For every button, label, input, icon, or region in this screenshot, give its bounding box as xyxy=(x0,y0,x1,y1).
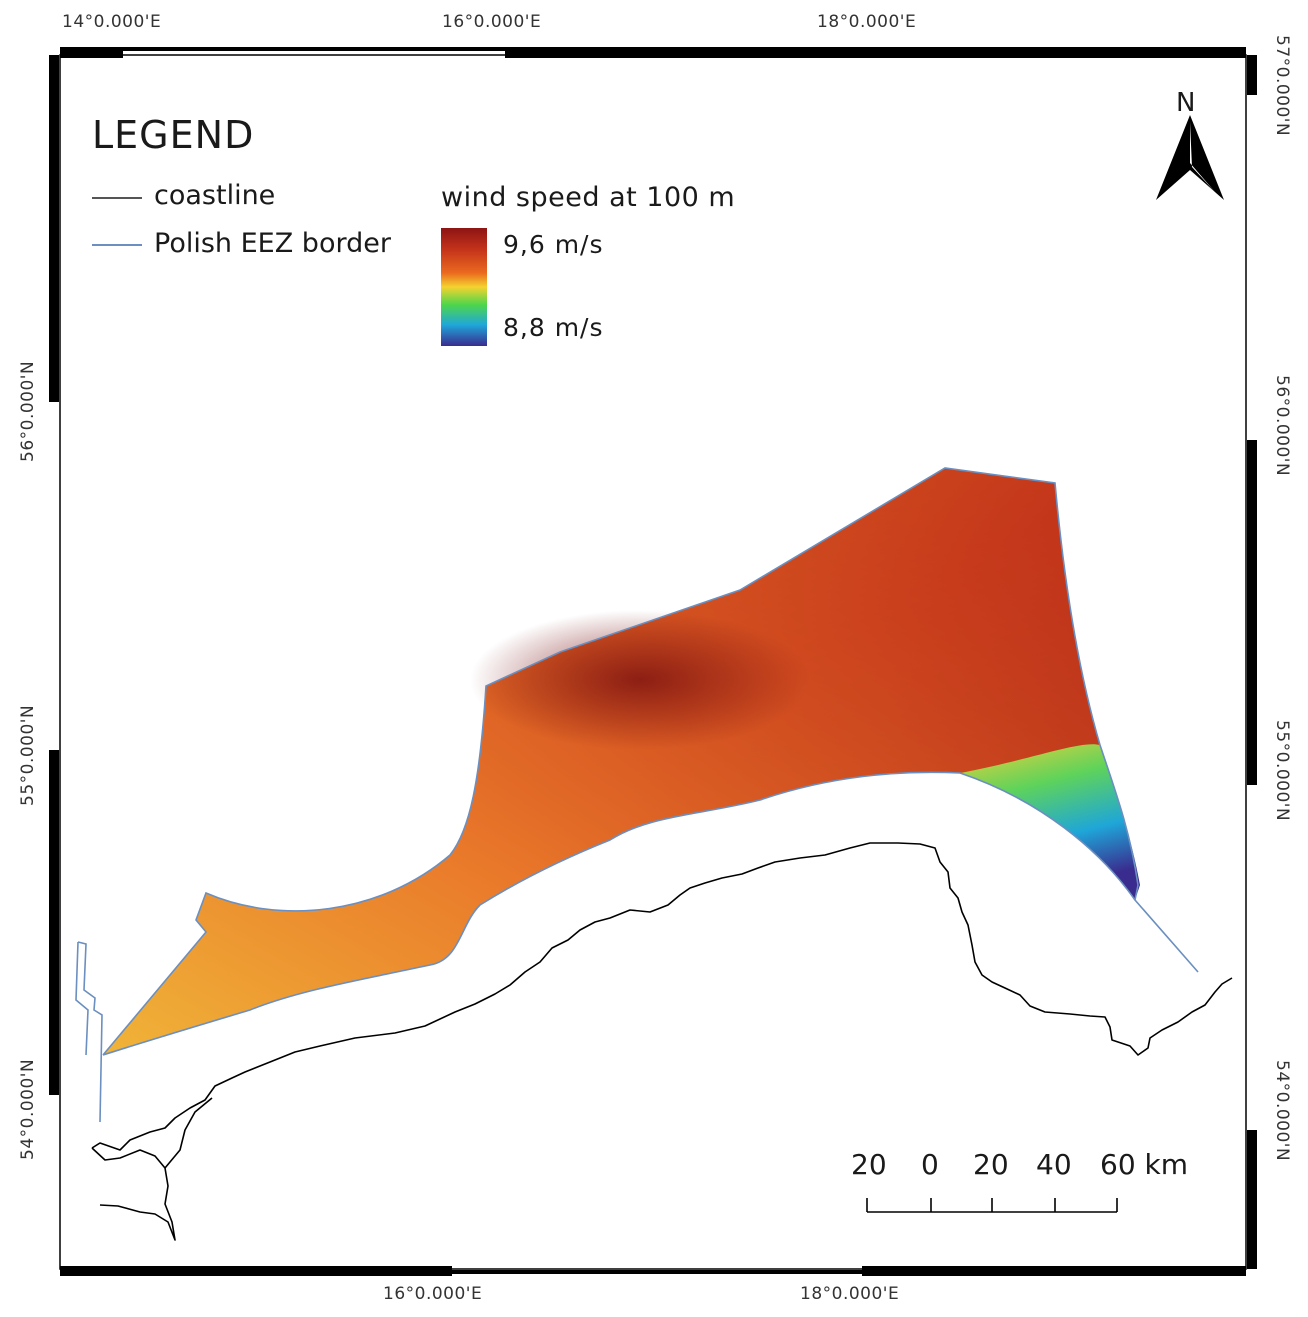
color-ramp-min-label: 8,8 m/s xyxy=(503,313,604,342)
scale-label: 60 km xyxy=(1100,1148,1189,1181)
top-coord-label: 18°0.000'E xyxy=(817,12,917,32)
left-coord-label: 56°0.000'N xyxy=(18,360,38,462)
left-coord-label: 54°0.000'N xyxy=(18,1058,38,1160)
right-coord-label: 56°0.000'N xyxy=(1272,375,1292,477)
map-frame xyxy=(49,47,1257,1276)
scale-bar xyxy=(866,1198,1118,1213)
right-coord-label: 55°0.000'N xyxy=(1272,720,1292,822)
scale-label: 40 xyxy=(1036,1148,1072,1181)
north-label: N xyxy=(1176,88,1196,118)
scale-label: 20 xyxy=(973,1148,1009,1181)
color-ramp-max-label: 9,6 m/s xyxy=(503,230,604,259)
right-coord-label: 54°0.000'N xyxy=(1272,1060,1292,1162)
top-coord-label: 16°0.000'E xyxy=(442,12,542,32)
right-coord-label: 57°0.000'N xyxy=(1272,35,1292,137)
eez-border xyxy=(75,467,1199,1123)
coastline xyxy=(91,842,1233,1241)
scale-label: 0 xyxy=(921,1148,939,1181)
legend-item-eez-border: Polish EEZ border xyxy=(154,228,391,259)
legend-item-coastline: coastline xyxy=(154,180,276,211)
left-coord-label: 55°0.000'N xyxy=(18,704,38,806)
wind-speed-raster xyxy=(103,468,1140,1055)
bottom-coord-label: 18°0.000'E xyxy=(800,1284,900,1304)
north-arrow-icon xyxy=(1156,115,1224,200)
color-ramp xyxy=(441,228,487,346)
bottom-coord-label: 16°0.000'E xyxy=(383,1284,483,1304)
top-coord-label: 14°0.000'E xyxy=(62,12,162,32)
color-ramp-title: wind speed at 100 m xyxy=(441,182,736,213)
legend-title: LEGEND xyxy=(92,113,255,157)
scale-label: 20 xyxy=(851,1148,887,1181)
